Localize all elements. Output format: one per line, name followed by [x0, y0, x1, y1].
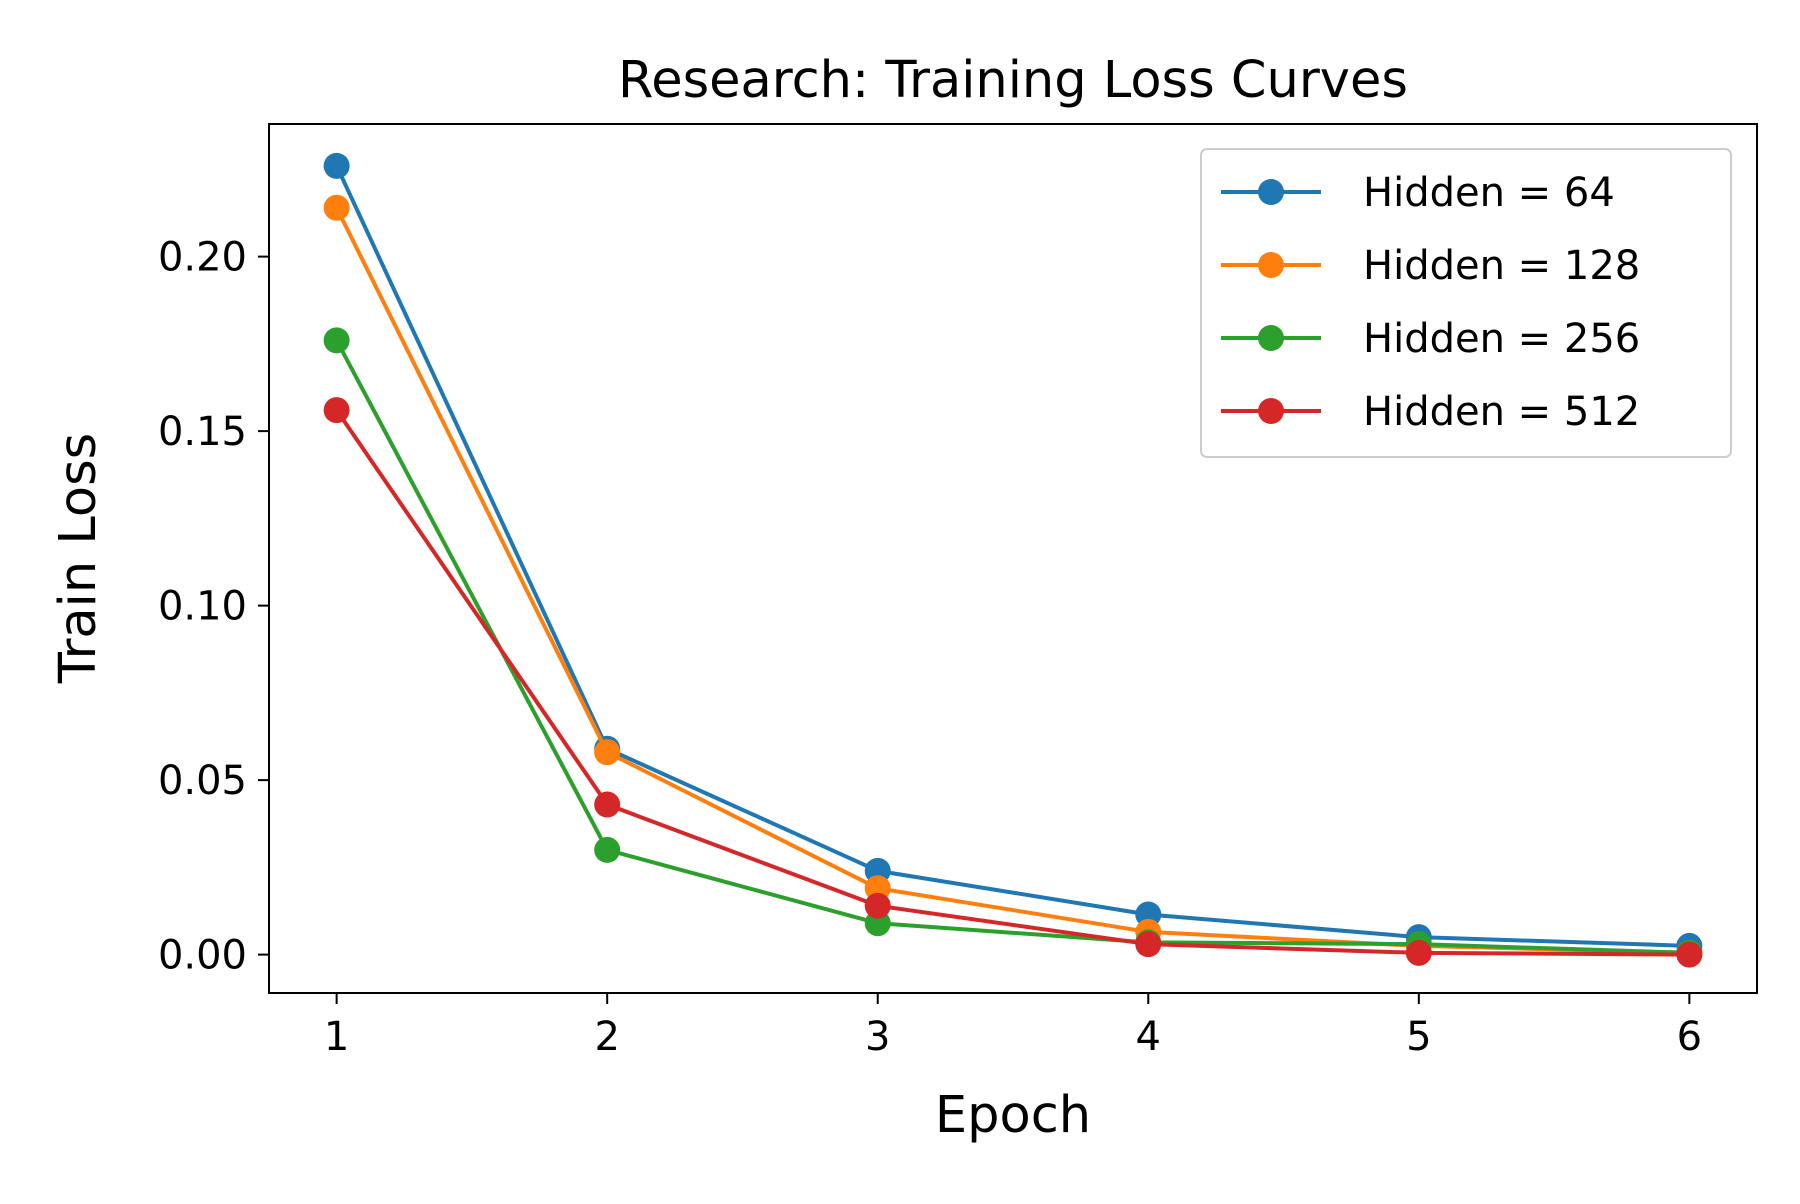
series-line — [333, 337, 1692, 955]
data-point — [594, 739, 621, 766]
y-axis-label: Train Loss — [49, 433, 108, 684]
x-tick-label: 3 — [865, 1014, 890, 1060]
y-tick-label: 0.15 — [158, 409, 247, 455]
x-tick-label: 1 — [324, 1014, 349, 1060]
legend-label: Hidden = 256 — [1363, 316, 1640, 362]
data-point — [323, 194, 350, 221]
chart-title: Research: Training Loss Curves — [618, 51, 1408, 110]
series-line — [333, 163, 1692, 948]
legend-frame — [1200, 148, 1732, 458]
data-point — [1676, 941, 1703, 968]
data-point — [323, 327, 350, 354]
x-tick-label: 4 — [1136, 1014, 1161, 1060]
x-tick-label: 5 — [1406, 1014, 1431, 1060]
y-tick-label: 0.05 — [158, 758, 247, 804]
data-point — [594, 836, 621, 863]
legend-label: Hidden = 512 — [1363, 389, 1640, 435]
data-point — [1135, 931, 1162, 958]
legend-marker — [1258, 398, 1284, 424]
data-point — [1405, 939, 1432, 966]
x-tick-label: 6 — [1677, 1014, 1702, 1060]
data-point — [864, 892, 891, 919]
data-point — [594, 791, 621, 818]
legend-item: Hidden = 64 — [1221, 170, 1615, 216]
legend-item: Hidden = 512 — [1221, 389, 1640, 435]
axis-ticks: 1 2 3 4 5 6 0.00 0.05 0.10 0.15 0.20 — [158, 235, 1702, 1060]
y-tick-label: 0.00 — [158, 933, 247, 979]
series-layer — [323, 152, 1703, 968]
legend-label: Hidden = 64 — [1363, 170, 1615, 216]
legend-marker — [1258, 325, 1284, 351]
legend-item: Hidden = 128 — [1221, 243, 1640, 289]
plot-frame — [268, 123, 1758, 994]
legend-marker — [1258, 252, 1284, 278]
series-3 — [323, 397, 1703, 968]
y-tick-label: 0.20 — [158, 235, 247, 281]
data-point — [323, 152, 350, 179]
series-line — [333, 407, 1692, 957]
legend-item: Hidden = 256 — [1221, 316, 1640, 362]
x-tick-label: 2 — [594, 1014, 619, 1060]
y-tick-label: 0.10 — [158, 584, 247, 630]
legend: Hidden = 64 Hidden = 128 Hidden = 256 Hidde… — [1200, 148, 1732, 458]
legend-marker — [1258, 179, 1284, 205]
legend-label: Hidden = 128 — [1363, 243, 1640, 289]
data-point — [323, 397, 350, 424]
x-axis-label: Epoch — [935, 1086, 1091, 1145]
